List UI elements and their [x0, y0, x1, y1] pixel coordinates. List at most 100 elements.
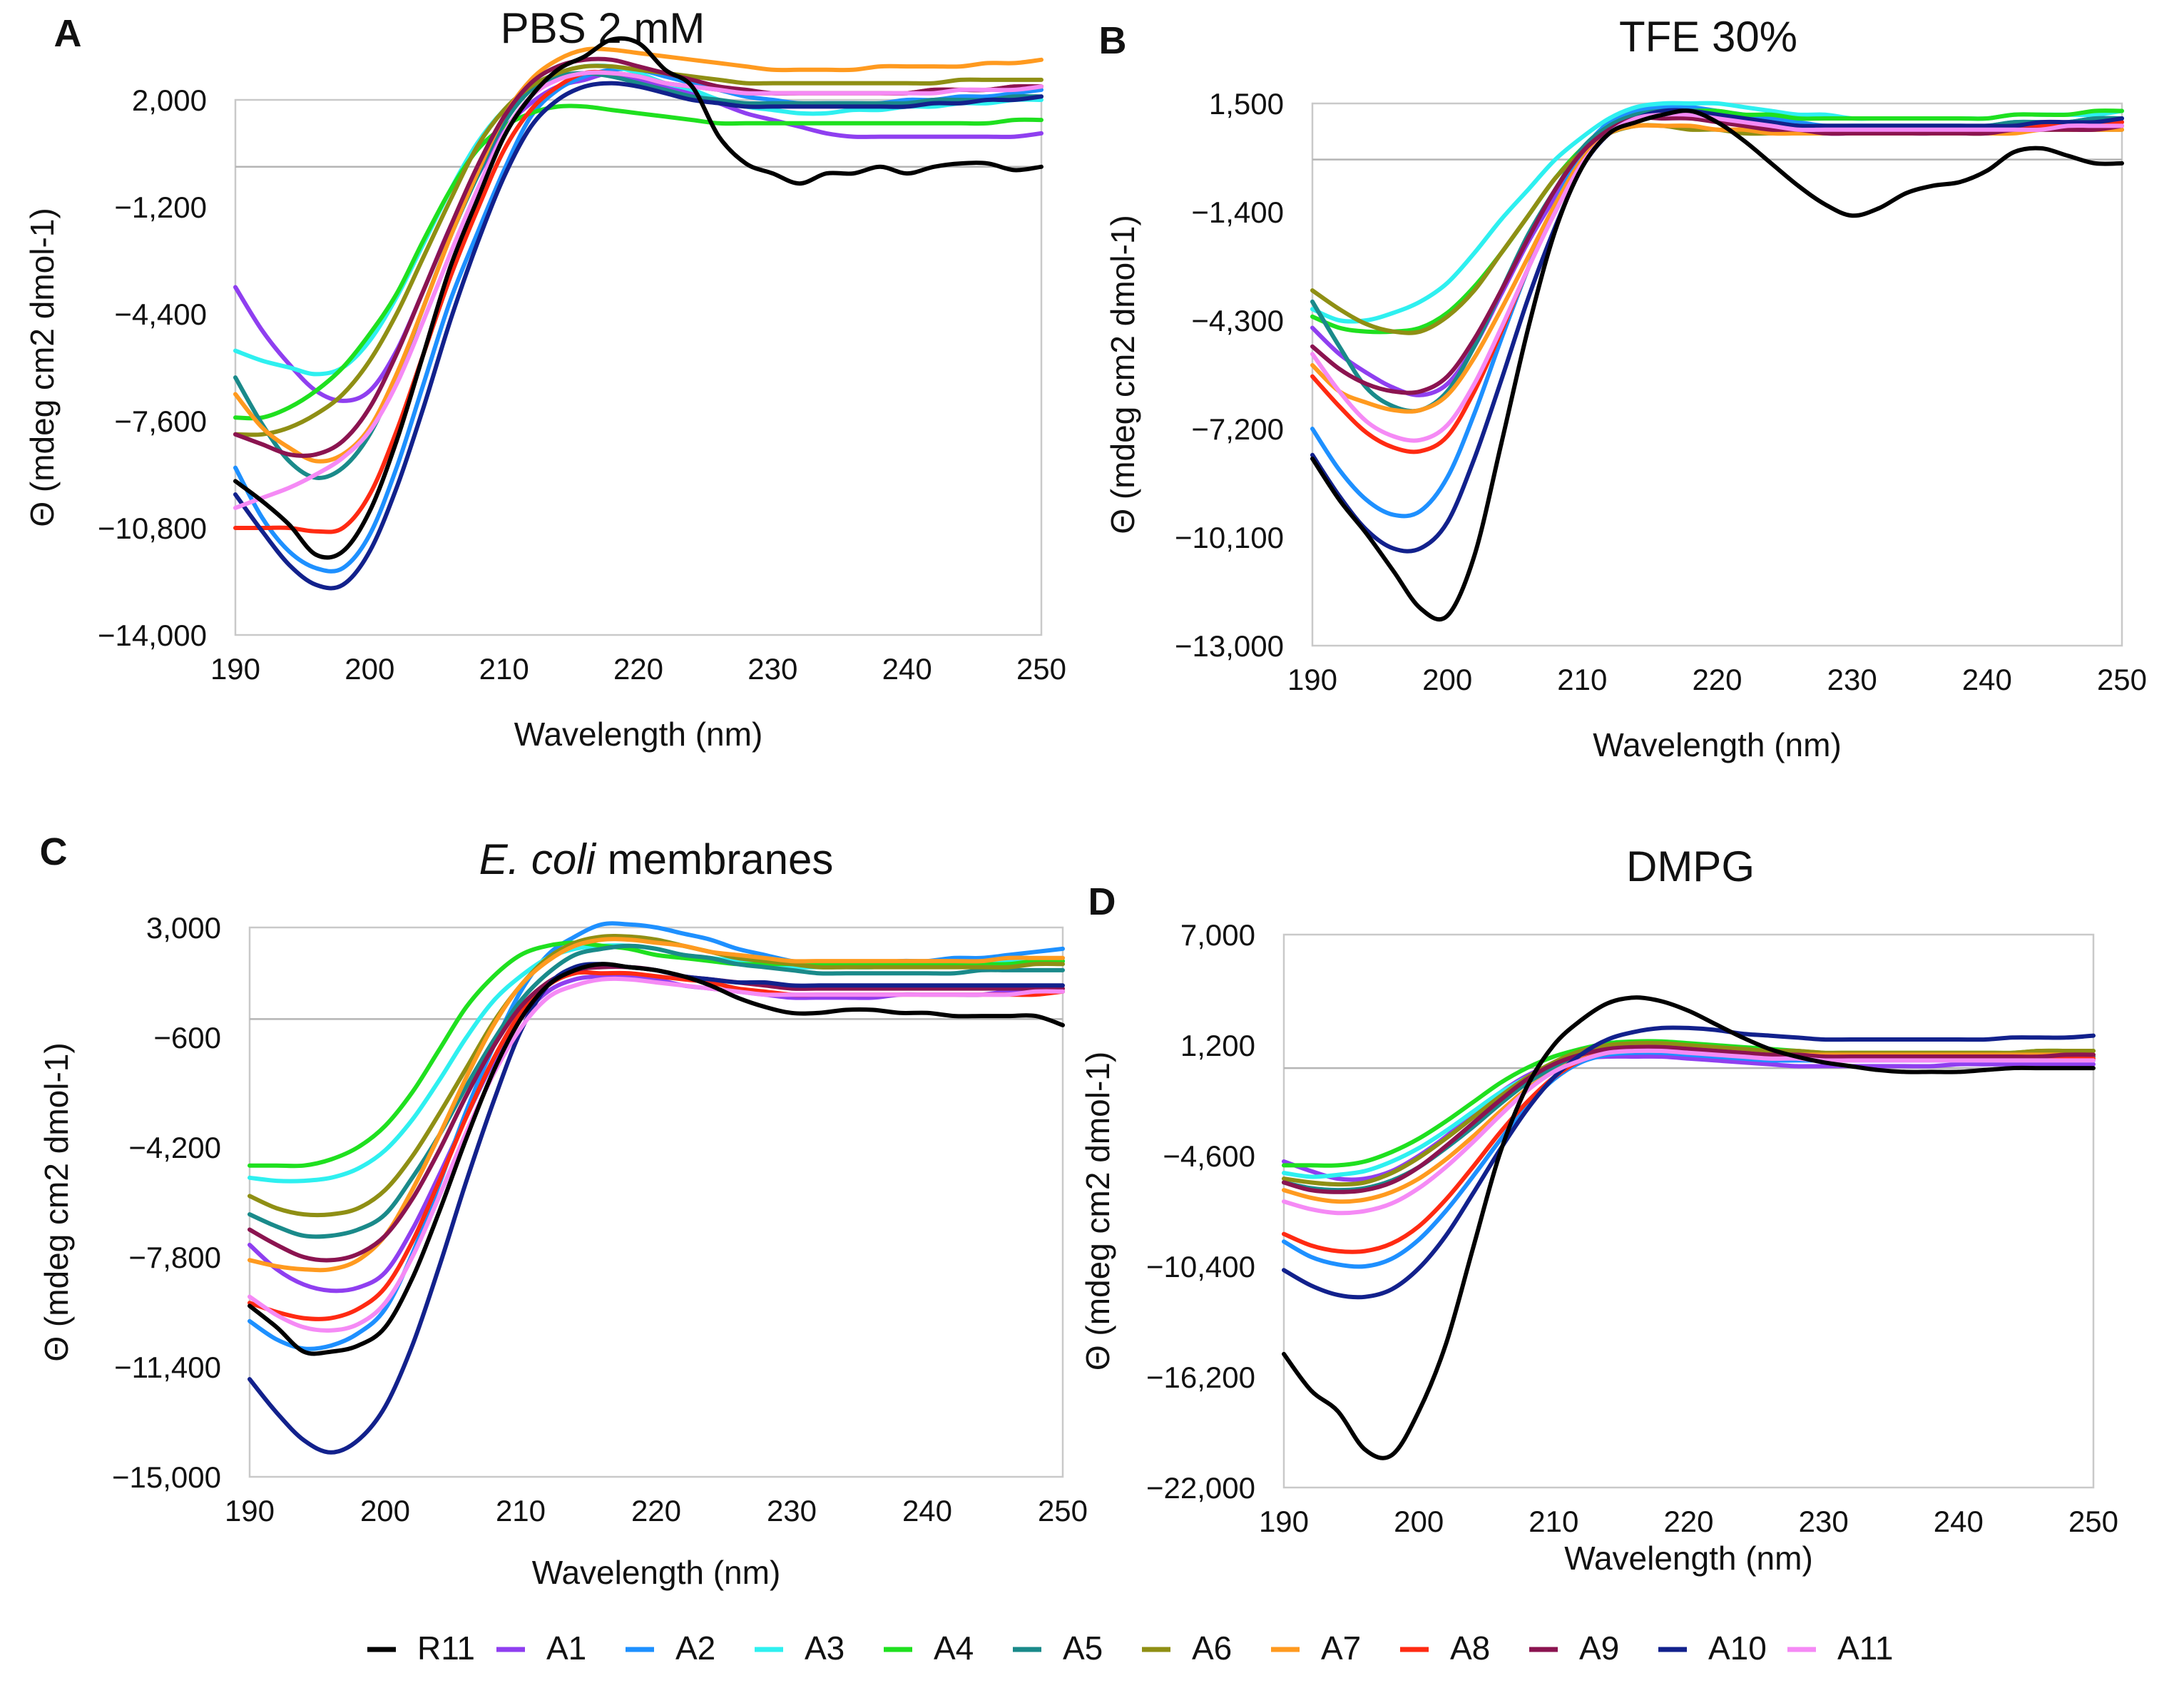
y-tick-label: 1,200: [1180, 1029, 1255, 1062]
series-line-a10: [1310, 108, 2124, 554]
y-tick-label: −600: [153, 1021, 221, 1054]
panel-letter: A: [54, 12, 82, 55]
plot-area: [1311, 102, 2123, 647]
plot-area: [234, 98, 1043, 636]
x-tick-label: 210: [1529, 1505, 1578, 1538]
legend-item-a6: A6: [1142, 1629, 1232, 1667]
x-tick-label: 190: [225, 1494, 275, 1527]
y-tick-label: −11,400: [114, 1351, 221, 1384]
x-tick-label: 230: [1827, 663, 1877, 696]
chart-panel-d: 7,000 1,200 −4,600 −10,400 −16,200 −22,000190…: [1079, 843, 2118, 1577]
series-lines: [248, 921, 1065, 1455]
y-tick-label: −4,300: [1191, 304, 1284, 337]
panel-title-italic: E. coli: [479, 835, 597, 883]
y-axis-label: Θ (mdeg cm2 dmol-1): [24, 208, 61, 527]
legend-label: A4: [934, 1629, 974, 1667]
series-line-a5: [233, 71, 1043, 480]
x-axis-ticks: 190 200 210 220 230 240 250: [210, 652, 1066, 686]
series-line-a3: [1310, 101, 2124, 324]
chart-panel-a: 2,000 −1,200 −4,400 −7,600 −10,800 −14,000190…: [24, 4, 1066, 753]
y-tick-label: −4,400: [114, 298, 207, 331]
legend-label: A11: [1837, 1629, 1893, 1667]
panel-title: DMPG: [1626, 843, 1755, 890]
x-tick-label: 240: [1934, 1505, 1984, 1538]
x-tick-label: 250: [1038, 1494, 1088, 1527]
legend-label: A9: [1579, 1629, 1619, 1667]
x-tick-label: 250: [2097, 663, 2147, 696]
x-tick-label: 190: [1287, 663, 1337, 696]
series-line-a10: [1282, 1025, 2096, 1300]
legend-label: A1: [546, 1629, 586, 1667]
x-tick-label: 230: [767, 1494, 817, 1527]
x-axis-ticks: 190 200 210 220 230 240 250: [1287, 663, 2147, 696]
x-tick-label: 200: [360, 1494, 410, 1527]
series-line-a9: [248, 965, 1065, 1263]
panel-letter: D: [1088, 880, 1116, 923]
series-line-a6: [248, 934, 1065, 1218]
series-line-a11: [233, 70, 1043, 510]
y-tick-label: −14,000: [98, 619, 207, 652]
x-tick-label: 240: [902, 1494, 952, 1527]
series-line-a7: [233, 46, 1043, 464]
x-tick-label: 230: [747, 652, 797, 686]
series-line-a6: [233, 63, 1043, 437]
legend-item-a10: A10: [1658, 1629, 1767, 1667]
y-tick-label: −22,000: [1146, 1471, 1255, 1505]
series-line-a7: [1310, 123, 2124, 414]
x-tick-label: 190: [210, 652, 260, 686]
y-axis-ticks: 7,000 1,200 −4,600 −10,400 −16,200 −22,000: [1146, 918, 1255, 1505]
y-axis-label: Θ (mdeg cm2 dmol-1): [1079, 1052, 1116, 1371]
panel-title-text: TFE 30%: [1619, 13, 1797, 61]
y-tick-label: −7,200: [1191, 412, 1284, 446]
legend-item-r11: R11: [367, 1629, 475, 1667]
x-tick-label: 240: [1962, 663, 2012, 696]
x-tick-label: 190: [1259, 1505, 1309, 1538]
series-line-a8: [1282, 1046, 2096, 1254]
x-axis-label: Wavelength (nm): [1593, 726, 1842, 763]
x-axis-label: Wavelength (nm): [514, 716, 763, 753]
y-axis-label: Θ (mdeg cm2 dmol-1): [1104, 215, 1141, 534]
legend-label: R11: [417, 1629, 475, 1667]
legend: R11 A1 A2 A3 A4 A5 A6 A7 A8 A9 A10 A11: [367, 1629, 1893, 1667]
series-line-a6: [1310, 123, 2124, 335]
x-tick-label: 220: [1663, 1505, 1713, 1538]
legend-item-a5: A5: [1013, 1629, 1103, 1667]
series-line-a4: [1310, 108, 2124, 335]
y-tick-label: 1,500: [1209, 87, 1284, 121]
y-tick-label: −7,600: [114, 405, 207, 438]
series-line-a4: [233, 103, 1043, 421]
series-line-a10: [248, 962, 1065, 1455]
series-line-a2: [233, 66, 1043, 574]
series-line-a9: [1282, 1044, 2096, 1194]
y-axis-label: Θ (mdeg cm2 dmol-1): [38, 1042, 75, 1361]
y-tick-label: −1,200: [114, 190, 207, 224]
series-line-a9: [1310, 115, 2124, 395]
series-line-a8: [248, 970, 1065, 1321]
series-line-a11: [1282, 1048, 2096, 1216]
y-tick-label: 2,000: [132, 83, 207, 117]
panel-title: E. coli membranes: [479, 835, 834, 883]
y-tick-label: −16,200: [1146, 1361, 1255, 1394]
x-tick-label: 220: [1692, 663, 1742, 696]
legend-item-a2: A2: [626, 1629, 715, 1667]
y-tick-label: −4,200: [128, 1131, 221, 1164]
series-line-r11: [1310, 108, 2124, 622]
series-line-r11: [233, 36, 1043, 560]
chart-panels: 2,000−1,200−4,400−7,600−10,800−14,000190…: [24, 4, 2147, 1591]
legend-item-a1: A1: [496, 1629, 586, 1667]
legend-label: A5: [1063, 1629, 1103, 1667]
legend-item-a9: A9: [1529, 1629, 1619, 1667]
y-axis-ticks: 3,000 −600 −4,200 −7,800 −11,400 −15,000: [112, 911, 221, 1494]
series-line-r11: [1282, 995, 2096, 1460]
x-tick-label: 250: [1016, 652, 1066, 686]
legend-label: A2: [675, 1629, 715, 1667]
series-line-r11: [248, 962, 1065, 1356]
series-line-a8: [233, 69, 1043, 534]
legend-item-a4: A4: [884, 1629, 974, 1667]
series-line-a9: [233, 56, 1043, 458]
y-tick-label: −4,600: [1163, 1139, 1255, 1173]
legend-item-a8: A8: [1400, 1629, 1490, 1667]
legend-label: A8: [1450, 1629, 1490, 1667]
